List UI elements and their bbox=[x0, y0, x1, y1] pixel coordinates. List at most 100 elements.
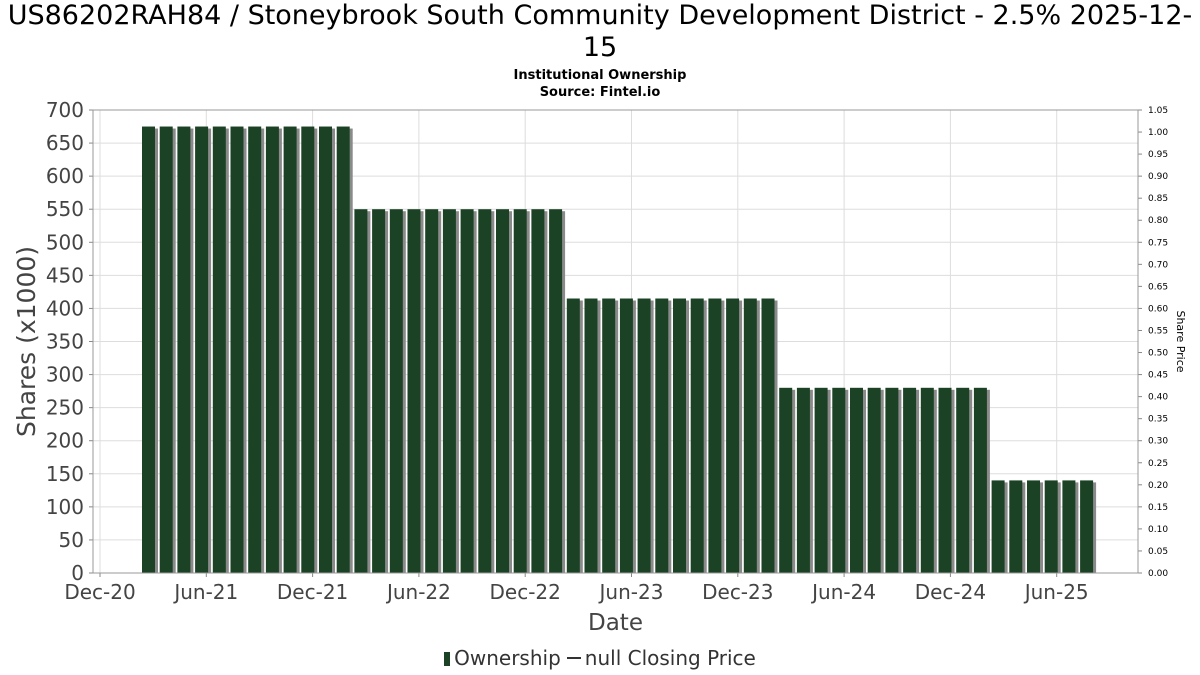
y-tick-label: 150 bbox=[46, 462, 84, 486]
bar bbox=[938, 387, 952, 573]
x-tick-label: Jun-21 bbox=[172, 580, 238, 604]
y2-tick-label: 0.65 bbox=[1148, 282, 1168, 292]
legend-price-line bbox=[566, 657, 581, 659]
bar bbox=[354, 209, 368, 573]
y-axis-title: Shares (x1000) bbox=[12, 246, 41, 437]
y2-tick-label: 0.85 bbox=[1148, 194, 1168, 204]
bar bbox=[389, 209, 403, 573]
bar bbox=[885, 387, 899, 573]
y2-tick-label: 0.30 bbox=[1148, 437, 1168, 447]
x-tick-label: Dec-22 bbox=[490, 580, 561, 604]
chart-subtitle: Institutional Ownership bbox=[513, 68, 687, 83]
bar bbox=[920, 387, 934, 573]
bar bbox=[513, 209, 527, 573]
bar bbox=[265, 126, 279, 574]
bar bbox=[496, 209, 509, 573]
bar bbox=[796, 387, 810, 573]
y-tick-label: 500 bbox=[46, 230, 84, 254]
y2-tick-label: 0.00 bbox=[1148, 569, 1168, 579]
bar bbox=[407, 209, 421, 573]
chart-source: Source: Fintel.io bbox=[539, 85, 661, 100]
bar bbox=[779, 387, 793, 573]
bar bbox=[814, 387, 828, 573]
y2-tick-label: 0.25 bbox=[1148, 459, 1168, 469]
bar bbox=[478, 209, 492, 573]
bar bbox=[973, 387, 987, 573]
bar bbox=[655, 298, 669, 573]
y-tick-label: 50 bbox=[59, 528, 84, 552]
bar bbox=[442, 209, 456, 573]
legend-ownership-swatch bbox=[444, 652, 451, 666]
bar bbox=[1009, 480, 1023, 573]
bar bbox=[195, 126, 209, 574]
bar bbox=[336, 126, 350, 574]
legend-ownership-label: Ownership bbox=[454, 646, 561, 670]
bar bbox=[248, 126, 262, 574]
bar bbox=[159, 126, 173, 574]
bar bbox=[637, 298, 651, 573]
y-tick-label: 400 bbox=[46, 296, 84, 320]
bar bbox=[372, 209, 386, 573]
y2-tick-label: 1.00 bbox=[1148, 128, 1168, 138]
y2-tick-label: 0.10 bbox=[1148, 525, 1168, 535]
x-tick-label: Dec-24 bbox=[915, 580, 986, 604]
bar bbox=[991, 480, 1005, 573]
legend-price-label: null Closing Price bbox=[584, 646, 756, 670]
bar bbox=[177, 126, 191, 574]
bar bbox=[867, 387, 881, 573]
bar bbox=[566, 298, 580, 573]
y2-tick-label: 0.70 bbox=[1148, 260, 1168, 270]
x-axis-title: Date bbox=[588, 610, 643, 636]
x-tick-label: Dec-23 bbox=[702, 580, 773, 604]
y2-tick-label: 0.40 bbox=[1148, 393, 1168, 403]
bar bbox=[460, 209, 474, 573]
y-tick-label: 100 bbox=[46, 495, 84, 519]
legend: Ownership null Closing Price bbox=[0, 646, 1200, 670]
bar bbox=[602, 298, 616, 573]
bar bbox=[850, 387, 863, 573]
y-tick-label: 250 bbox=[46, 396, 84, 420]
x-tick-label: Dec-20 bbox=[64, 580, 135, 604]
x-tick-label: Jun-24 bbox=[810, 580, 876, 604]
x-tick-label: Jun-23 bbox=[598, 580, 664, 604]
y2-tick-label: 0.55 bbox=[1148, 326, 1168, 336]
y2-tick-label: 0.75 bbox=[1148, 238, 1168, 248]
y-tick-label: 300 bbox=[46, 363, 84, 387]
bar bbox=[1044, 480, 1058, 573]
x-tick-label: Jun-22 bbox=[385, 580, 451, 604]
y2-tick-label: 0.15 bbox=[1148, 503, 1168, 513]
y-tick-label: 650 bbox=[46, 131, 84, 155]
y2-tick-label: 0.90 bbox=[1148, 172, 1168, 182]
y2-tick-label: 0.80 bbox=[1148, 216, 1168, 226]
bar bbox=[584, 298, 598, 573]
bar bbox=[1080, 480, 1094, 573]
y2-tick-label: 0.05 bbox=[1148, 547, 1168, 557]
bar bbox=[726, 298, 740, 573]
bar bbox=[319, 126, 332, 574]
bar bbox=[301, 126, 315, 574]
y-tick-label: 450 bbox=[46, 263, 84, 287]
bar bbox=[903, 387, 917, 573]
bar bbox=[708, 298, 722, 573]
x-tick-label: Dec-21 bbox=[277, 580, 348, 604]
y2-tick-label: 0.95 bbox=[1148, 150, 1168, 160]
bar bbox=[531, 209, 545, 573]
bar bbox=[743, 298, 757, 573]
bar bbox=[549, 209, 563, 573]
bar bbox=[956, 387, 970, 573]
chart-title: US86202RAH84 / Stoneybrook South Communi… bbox=[7, 0, 1193, 63]
bar bbox=[142, 126, 155, 574]
bar bbox=[619, 298, 633, 573]
y2-tick-label: 0.45 bbox=[1148, 371, 1168, 381]
y-tick-label: 350 bbox=[46, 330, 84, 354]
bar bbox=[673, 298, 686, 573]
x-tick-label: Jun-25 bbox=[1023, 580, 1089, 604]
bar bbox=[1062, 480, 1076, 573]
bar bbox=[1027, 480, 1040, 573]
bar bbox=[832, 387, 846, 573]
y-tick-label: 200 bbox=[46, 429, 84, 453]
y-tick-label: 0 bbox=[71, 561, 84, 585]
y2-tick-label: 1.05 bbox=[1148, 106, 1168, 116]
bar bbox=[425, 209, 439, 573]
